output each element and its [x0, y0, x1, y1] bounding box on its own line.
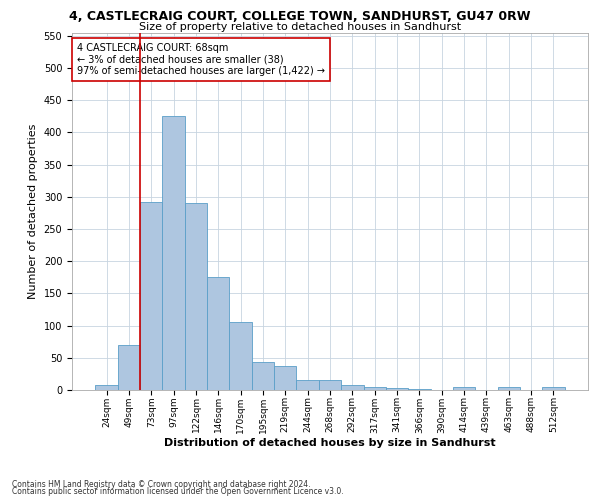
Bar	[252, 362, 274, 390]
Bar	[229, 322, 252, 390]
Bar	[386, 388, 408, 390]
Bar	[274, 366, 296, 390]
Bar	[296, 380, 319, 390]
Bar	[207, 278, 229, 390]
Y-axis label: Number of detached properties: Number of detached properties	[28, 124, 38, 299]
X-axis label: Distribution of detached houses by size in Sandhurst: Distribution of detached houses by size …	[164, 438, 496, 448]
Bar	[364, 387, 386, 390]
Text: Size of property relative to detached houses in Sandhurst: Size of property relative to detached ho…	[139, 22, 461, 32]
Bar	[185, 203, 207, 390]
Bar	[453, 388, 475, 390]
Bar	[118, 345, 140, 390]
Text: Contains HM Land Registry data © Crown copyright and database right 2024.: Contains HM Land Registry data © Crown c…	[12, 480, 311, 489]
Bar	[542, 388, 565, 390]
Bar	[140, 202, 163, 390]
Bar	[341, 385, 364, 390]
Bar	[95, 385, 118, 390]
Bar	[319, 380, 341, 390]
Text: 4 CASTLECRAIG COURT: 68sqm
← 3% of detached houses are smaller (38)
97% of semi-: 4 CASTLECRAIG COURT: 68sqm ← 3% of detac…	[77, 43, 325, 76]
Bar	[497, 387, 520, 390]
Text: Contains public sector information licensed under the Open Government Licence v3: Contains public sector information licen…	[12, 487, 344, 496]
Text: 4, CASTLECRAIG COURT, COLLEGE TOWN, SANDHURST, GU47 0RW: 4, CASTLECRAIG COURT, COLLEGE TOWN, SAND…	[69, 10, 531, 23]
Bar	[408, 388, 431, 390]
Bar	[163, 116, 185, 390]
